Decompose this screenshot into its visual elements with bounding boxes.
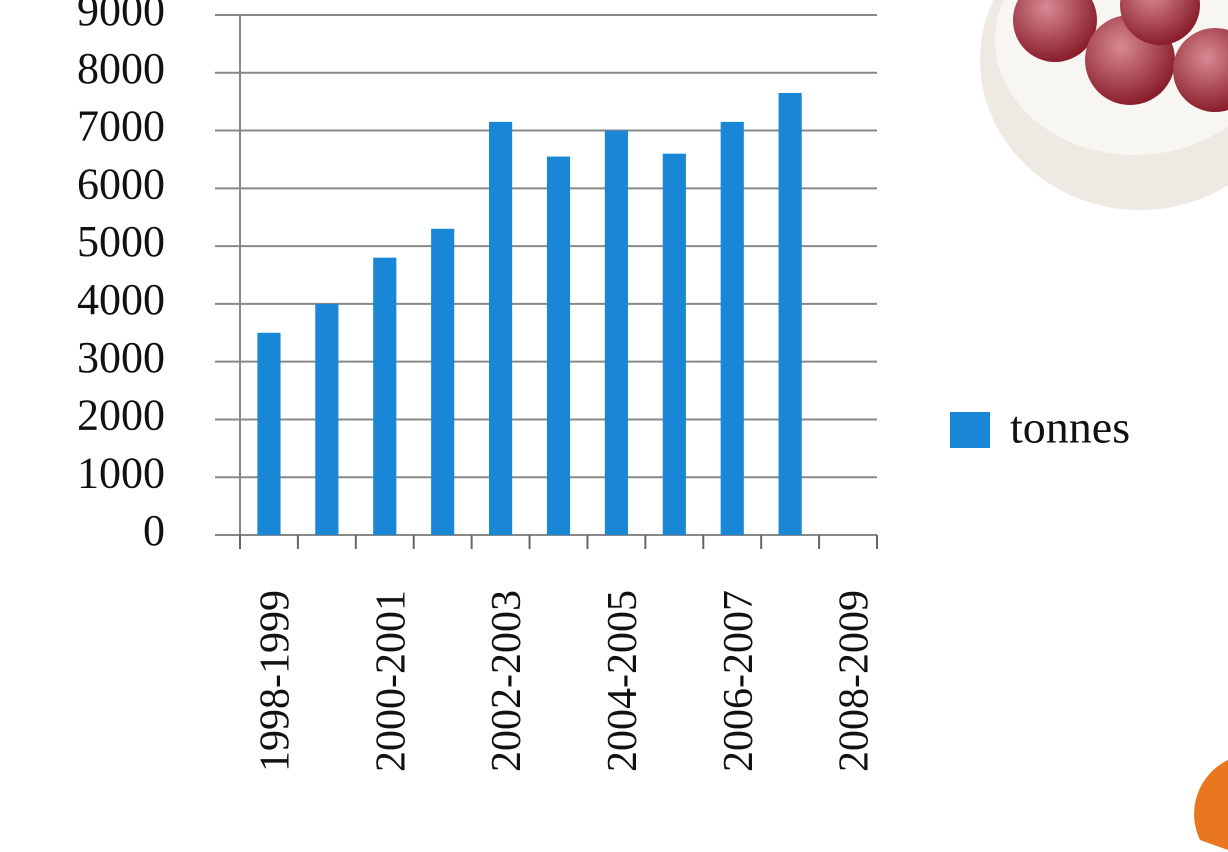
bar bbox=[315, 303, 339, 535]
x-tick-label: 2004-2005 bbox=[600, 590, 646, 772]
y-tick-label: 2000 bbox=[77, 391, 165, 440]
x-tick-label: 2002-2003 bbox=[484, 590, 530, 772]
decorative-photo bbox=[980, 0, 1228, 210]
legend-swatch bbox=[950, 412, 990, 448]
x-tick-label: 2008-2009 bbox=[832, 590, 878, 772]
y-tick-label: 0 bbox=[143, 506, 165, 555]
bar bbox=[257, 332, 281, 535]
bar bbox=[662, 153, 686, 535]
y-tick-label: 9000 bbox=[77, 0, 165, 35]
bar bbox=[604, 130, 628, 536]
decorative-logo bbox=[1194, 760, 1228, 850]
y-tick-label: 8000 bbox=[77, 44, 165, 93]
y-tick-label: 3000 bbox=[77, 333, 165, 382]
y-tick-label: 4000 bbox=[77, 275, 165, 324]
legend-label: tonnes bbox=[1010, 402, 1130, 453]
y-tick-label: 7000 bbox=[77, 102, 165, 151]
bar bbox=[720, 121, 744, 535]
bar bbox=[546, 156, 571, 536]
x-tick-label: 1998-1999 bbox=[253, 590, 299, 772]
x-tick-label: 2000-2001 bbox=[368, 590, 414, 772]
bar bbox=[778, 93, 802, 535]
bar bbox=[489, 121, 513, 535]
y-tick-label: 5000 bbox=[77, 217, 165, 266]
bar bbox=[431, 228, 455, 535]
bar bbox=[373, 257, 397, 535]
y-tick-label: 6000 bbox=[77, 159, 165, 208]
x-tick-label: 2006-2007 bbox=[716, 590, 762, 772]
y-tick-label: 1000 bbox=[77, 448, 165, 497]
